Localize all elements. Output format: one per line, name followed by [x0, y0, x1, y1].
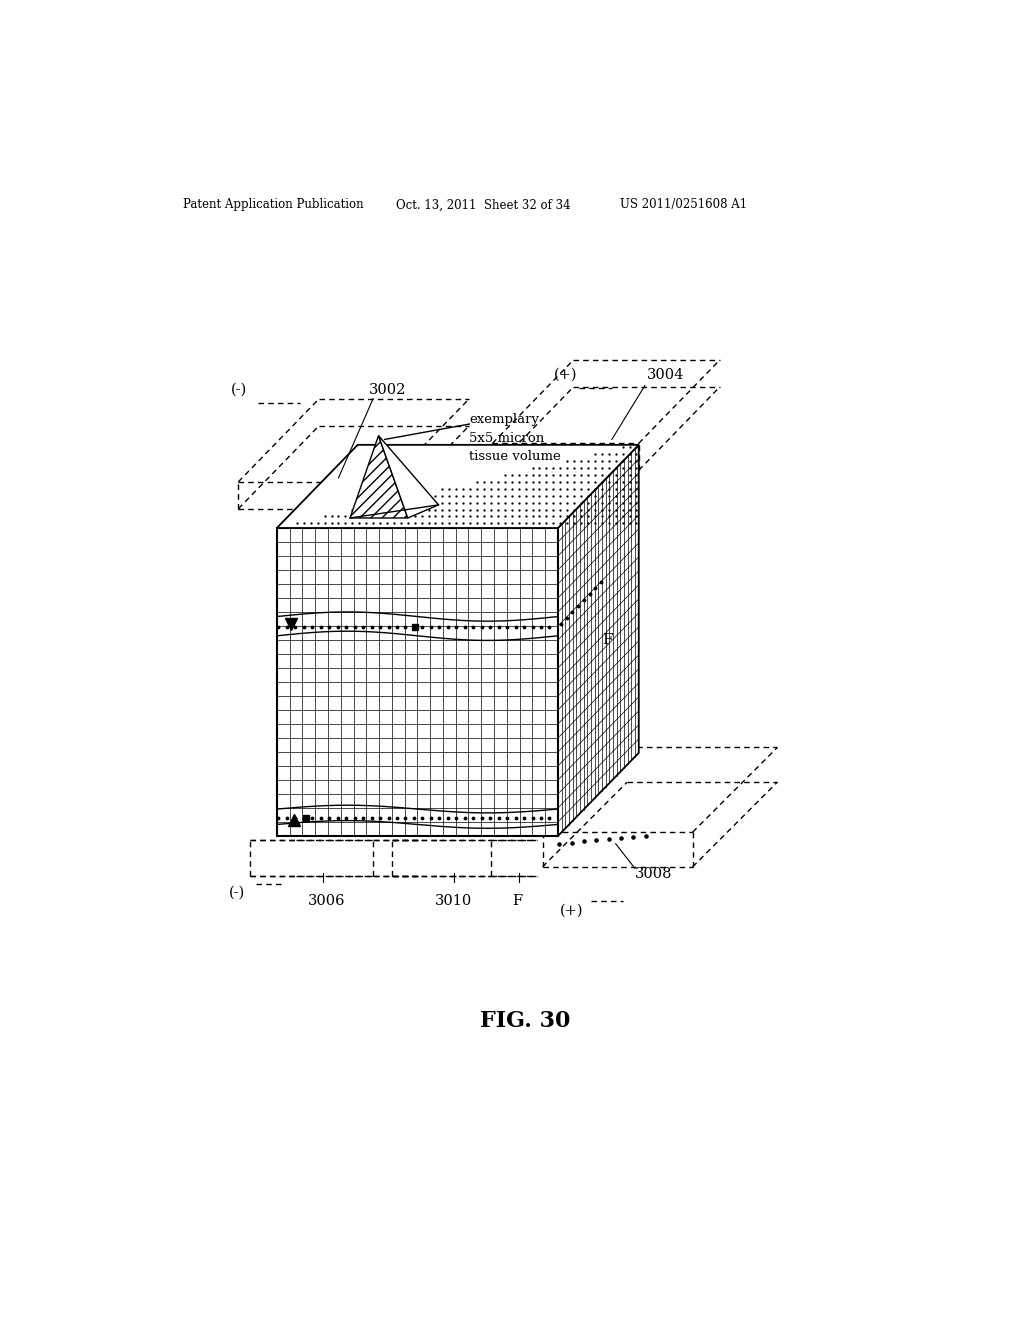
Text: 3010: 3010 [435, 894, 472, 908]
Text: (-): (-) [229, 886, 246, 900]
Polygon shape [350, 436, 408, 517]
Polygon shape [276, 528, 558, 836]
Text: 3002: 3002 [370, 383, 407, 397]
Text: Oct. 13, 2011  Sheet 32 of 34: Oct. 13, 2011 Sheet 32 of 34 [396, 198, 570, 211]
Text: F: F [512, 894, 522, 908]
Polygon shape [276, 445, 639, 528]
Text: F: F [602, 632, 613, 647]
Text: 3008: 3008 [635, 867, 673, 882]
Polygon shape [379, 436, 438, 517]
Text: FIG. 30: FIG. 30 [479, 1010, 570, 1032]
Polygon shape [558, 445, 639, 836]
Text: (+): (+) [554, 368, 578, 381]
Text: 3006: 3006 [307, 894, 345, 908]
Text: US 2011/0251608 A1: US 2011/0251608 A1 [620, 198, 746, 211]
Text: Patent Application Publication: Patent Application Publication [183, 198, 364, 211]
Text: exemplary
5x5 micron
tissue volume: exemplary 5x5 micron tissue volume [469, 412, 561, 463]
Text: (+): (+) [560, 904, 584, 917]
Text: (-): (-) [230, 383, 247, 397]
Text: 3004: 3004 [646, 368, 684, 381]
